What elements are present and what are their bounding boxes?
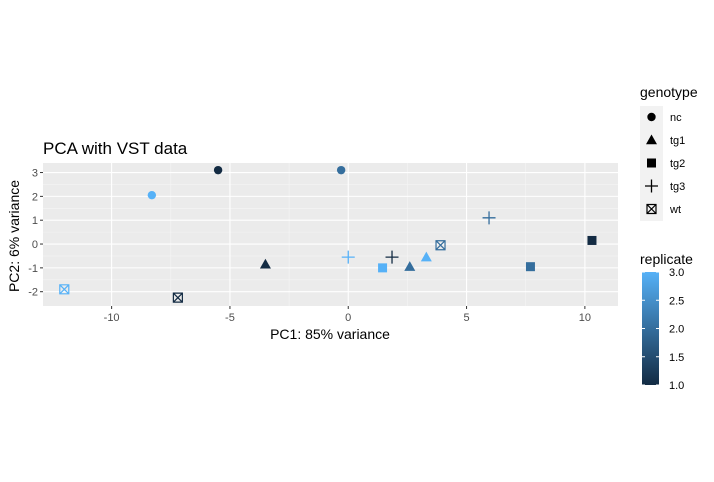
y-tick-label: 2 xyxy=(32,191,38,203)
point-wt-rep3 xyxy=(59,284,70,295)
point-tg1-rep2 xyxy=(404,261,416,271)
x-tick-label: -5 xyxy=(225,312,235,324)
legend-label-wt: wt xyxy=(669,204,681,216)
plot-panel xyxy=(43,163,618,306)
y-tick-label: 3 xyxy=(32,168,38,180)
x-axis-title: PC1: 85% variance xyxy=(270,326,390,342)
genotype-legend-title: genotype xyxy=(640,84,698,100)
genotype-legend: nc tg1 tg2 tg3 wt xyxy=(640,106,685,221)
legend-key-wt xyxy=(646,203,657,215)
point-nc-rep3 xyxy=(147,190,157,200)
legend-label-tg1: tg1 xyxy=(670,135,685,147)
legend-key-tg1 xyxy=(646,134,657,145)
point-tg3-rep3 xyxy=(341,250,355,264)
legend-label-nc: nc xyxy=(670,112,682,124)
data-points xyxy=(59,165,597,303)
y-tick-label: 1 xyxy=(32,215,38,227)
grid xyxy=(43,163,618,306)
legend-key-tg3 xyxy=(645,179,658,193)
colorbar-label: 2.0 xyxy=(669,324,684,336)
y-axis: -2 -1 0 1 2 3 xyxy=(28,168,43,299)
point-tg3-rep2 xyxy=(482,211,496,225)
chart-title: PCA with VST data xyxy=(43,139,188,158)
point-wt-rep2 xyxy=(435,240,446,251)
legend-key-tg2 xyxy=(647,158,656,168)
y-tick-label: -2 xyxy=(28,287,38,299)
x-tick-label: 0 xyxy=(345,312,351,324)
legend-key-nc xyxy=(647,112,656,122)
colorbar-label: 1.0 xyxy=(669,380,684,392)
colorbar-label: 2.5 xyxy=(669,295,684,307)
y-tick-label: -1 xyxy=(28,263,38,275)
point-tg3-rep1 xyxy=(385,250,399,264)
x-tick-label: -10 xyxy=(104,312,120,324)
point-tg2-rep2 xyxy=(525,262,535,272)
point-wt-rep1 xyxy=(172,292,183,303)
replicate-legend-title: replicate xyxy=(640,251,693,267)
point-tg1-rep3 xyxy=(420,251,432,262)
point-tg1-rep1 xyxy=(259,258,271,269)
point-tg2-rep3 xyxy=(378,263,388,273)
point-tg2-rep1 xyxy=(587,235,597,245)
y-axis-title: PC2: 6% variance xyxy=(6,180,22,292)
x-tick-label: 5 xyxy=(463,312,469,324)
replicate-colorbar xyxy=(642,272,659,385)
colorbar-label: 3.0 xyxy=(669,267,684,279)
x-axis: -10 -5 0 5 10 xyxy=(104,306,591,324)
y-tick-label: 0 xyxy=(32,239,38,251)
legend-label-tg3: tg3 xyxy=(670,181,685,193)
x-tick-label: 10 xyxy=(579,312,591,324)
replicate-legend: 1.0 1.5 2.0 2.5 3.0 xyxy=(642,267,684,392)
point-nc-rep2 xyxy=(336,165,346,175)
legend-label-tg2: tg2 xyxy=(670,158,685,170)
colorbar-label: 1.5 xyxy=(669,352,684,364)
point-nc-rep1 xyxy=(213,165,223,175)
